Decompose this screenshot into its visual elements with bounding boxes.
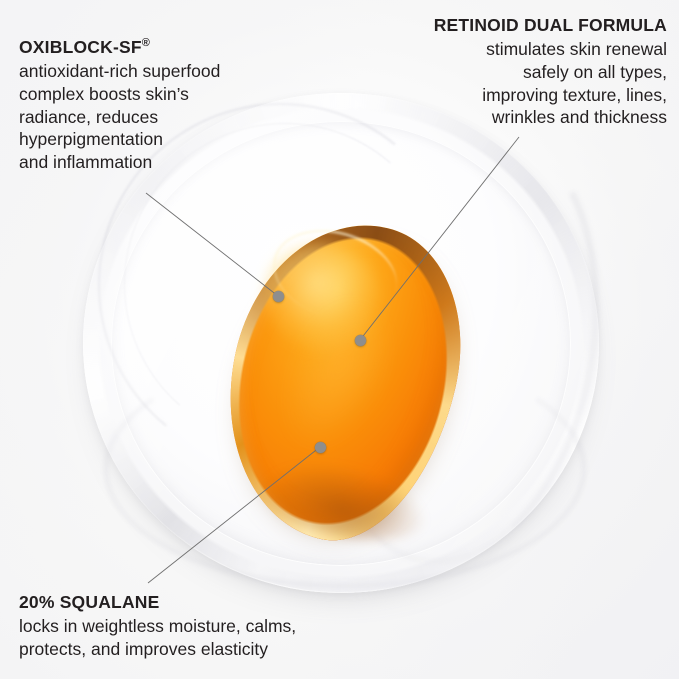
callout-oxiblock-line-2: complex boosts skin’s [19,83,189,104]
callout-retinoid-title: RETINOID DUAL FORMULA [433,15,667,35]
callout-retinoid-line-2: safely on all types, [523,61,667,82]
callout-oxiblock-line-4: hyperpigmentation [19,129,163,150]
callout-squalane-line-2: protects, and improves elasticity [19,638,268,659]
callout-oxiblock-line-5: and inflammation [19,152,153,173]
callout-oxiblock: OXIBLOCK-SF® antioxidant-rich superfood … [19,36,220,174]
callout-oxiblock-title-text: OXIBLOCK-SF [19,37,142,57]
serum-droplet [199,201,487,561]
callout-oxiblock-line-3: radiance, reduces [19,106,159,127]
callout-oxiblock-body: antioxidant-rich superfood complex boost… [19,60,220,174]
callout-retinoid-line-1: stimulates skin renewal [486,39,667,60]
registered-trademark-icon: ® [141,37,151,50]
callout-retinoid-body: stimulates skin renewal safely on all ty… [434,38,667,129]
callout-retinoid-line-3: improving texture, lines, [482,84,667,105]
callout-retinoid-line-4: wrinkles and thickness [491,107,667,128]
callout-dot-retinoid [354,334,366,346]
callout-oxiblock-title: OXIBLOCK-SF® [19,36,220,59]
callout-squalane: 20% SQUALANE locks in weightless moistur… [19,591,296,661]
callout-squalane-title: 20% SQUALANE [19,592,160,612]
callout-oxiblock-line-1: antioxidant-rich superfood [19,61,221,82]
callout-dot-oxiblock [272,290,284,302]
callout-retinoid: RETINOID DUAL FORMULA stimulates skin re… [434,14,667,129]
callout-squalane-line-1: locks in weightless moisture, calms, [19,616,297,637]
callout-dot-squalane [314,441,326,453]
petri-dish-shadow-arc-bottom [103,350,587,588]
callout-squalane-body: locks in weightless moisture, calms, pro… [19,615,296,661]
